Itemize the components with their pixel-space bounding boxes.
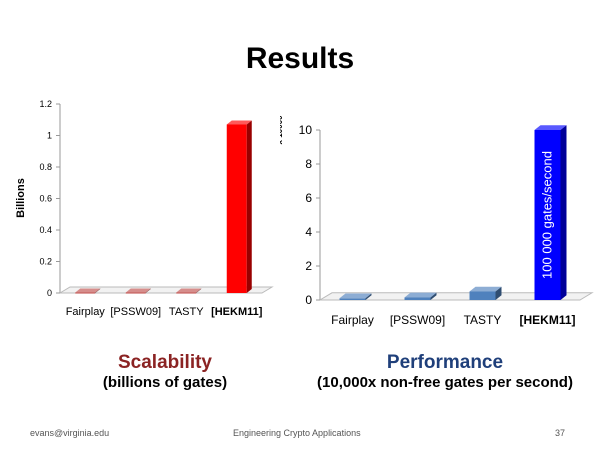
scalability-caption: Scalability (billions of gates) [40, 352, 290, 391]
bar-hekm11 [226, 120, 252, 293]
y-tick-label: 10 [299, 123, 313, 137]
performance-caption-title: Performance [386, 352, 504, 373]
x-category-label: [PSSW09] [110, 306, 161, 318]
x-category-label: [HEKM11] [519, 313, 575, 327]
y-tick-label: 6 [305, 191, 312, 205]
y-tick-label: 1 [47, 131, 52, 141]
x-category-label: Fairplay [66, 306, 106, 318]
bar-side [145, 288, 151, 293]
footer-course: Engineering Crypto Applications [233, 428, 361, 438]
bar-tasty [469, 286, 502, 300]
y-tick-label: 2 [305, 259, 312, 273]
bar-fairplay [75, 288, 101, 294]
y-axis-label: Billions [15, 178, 27, 218]
x-category-label: TASTY [169, 306, 204, 318]
footer-page-number: 37 [555, 428, 566, 438]
x-category-label: [HEKM11] [211, 306, 263, 318]
bar-side [560, 125, 567, 300]
bar-front [125, 292, 146, 294]
bar-front [75, 292, 96, 294]
bar-top [339, 293, 372, 299]
bar-front [176, 292, 197, 294]
slide-title: Results [245, 42, 355, 75]
y-tick-label: 0.2 [39, 257, 52, 267]
y-tick-label: 0.8 [39, 162, 52, 172]
bar-top [469, 286, 502, 292]
bar-fairplay [339, 293, 372, 300]
y-tick-label: 0 [47, 288, 52, 298]
bar-front [534, 130, 561, 300]
bar-pssw09 [404, 292, 437, 300]
bar-side [196, 288, 202, 293]
bar-front [226, 124, 247, 293]
bar-tasty [176, 288, 202, 294]
x-category-label: [PSSW09] [390, 313, 445, 327]
bar-top [534, 125, 567, 130]
bar-top [125, 288, 151, 293]
footer-email: evans@virginia.edu [30, 428, 110, 438]
bar-top [176, 288, 202, 293]
bar-pssw09 [125, 288, 151, 294]
scalability-caption-title: Scalability [118, 352, 212, 373]
y-tick-label: 8 [305, 157, 312, 171]
bar-side [246, 120, 252, 293]
performance-caption-subtitle: (10,000x non-free gates per second) [317, 374, 573, 391]
bar-front [404, 297, 431, 300]
bar-top [404, 292, 437, 298]
performance-chart: 0 2 4 6 8 10 x 10000 Fairplay [PSSW09] TASTY [HEKM… [280, 115, 594, 327]
bar-side [430, 292, 437, 300]
y-tick-label: 1.2 [39, 99, 52, 109]
y-tick-label: 0 [305, 293, 312, 307]
y-tick-label: 0.6 [39, 194, 52, 204]
scalability-caption-subtitle: (billions of gates) [102, 374, 228, 391]
bar-top [226, 120, 252, 125]
bar-side [365, 293, 372, 300]
bar-front [469, 291, 496, 300]
bar-top [75, 288, 101, 293]
x-category-label: TASTY [464, 313, 502, 327]
x-category-label: Fairplay [331, 313, 374, 327]
bar-annotation: 100 000 gates/second [540, 151, 555, 279]
bar-hekm11 [534, 125, 567, 300]
y-tick-label: 0.4 [39, 225, 52, 235]
bar-side [95, 288, 101, 293]
y-axis-label: x 10000 [280, 115, 284, 144]
y-tick-label: 4 [305, 225, 312, 239]
scalability-chart: 0 0.2 0.4 0.6 0.8 1 1.2 Billions Fairplay [PSSW09… [15, 99, 274, 318]
bar-front [339, 298, 366, 300]
performance-caption: Performance (10,000x non-free gates per … [300, 352, 590, 391]
bar-side [495, 286, 502, 300]
